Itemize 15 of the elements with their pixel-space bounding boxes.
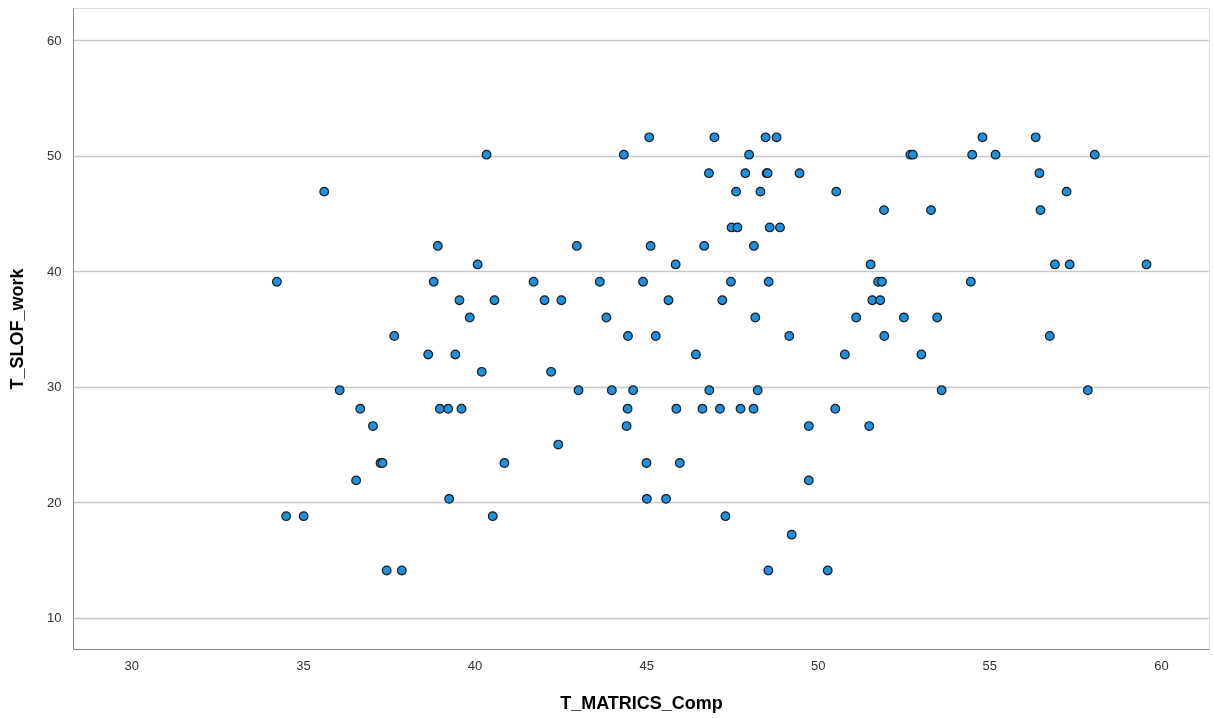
y-tick-label: 60 (47, 32, 62, 48)
x-tick-label: 50 (811, 657, 826, 673)
y-tick-label: 20 (47, 494, 62, 510)
y-tick-label: 30 (47, 379, 62, 395)
x-tick-label: 60 (1154, 657, 1169, 673)
x-tick-label: 35 (296, 657, 311, 673)
y-axis-title: T_SLOF_work (7, 267, 28, 390)
y-tick-label: 10 (47, 610, 62, 626)
x-tick-label: 45 (639, 657, 654, 673)
y-tick-label: 40 (47, 263, 62, 279)
x-axis-title: T_MATRICS_Comp (560, 692, 723, 713)
x-tick-label: 55 (982, 657, 998, 673)
x-tick-label: 30 (124, 657, 140, 673)
y-tick-label: 50 (47, 148, 62, 164)
x-tick-label: 40 (467, 657, 483, 673)
